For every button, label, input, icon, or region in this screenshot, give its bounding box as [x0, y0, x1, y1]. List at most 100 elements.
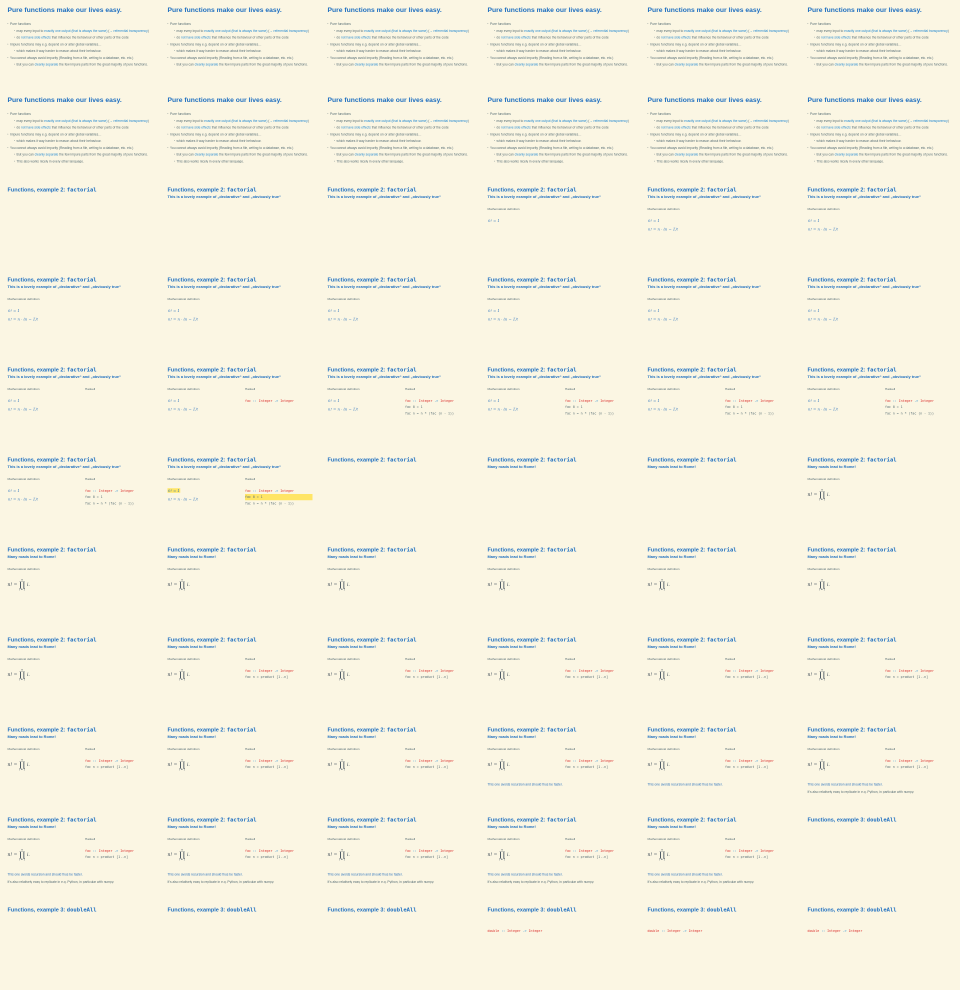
slide-thumbnail[interactable]: Functions, example 2: factorial This is a… — [320, 270, 480, 360]
code-line: fac n = product [1..n] — [725, 674, 793, 680]
slide-thumbnail[interactable]: Pure functions make our lives easy. • Pure… — [480, 0, 640, 90]
slide-thumbnail[interactable]: Pure functions make our lives easy. • Pure… — [800, 90, 960, 180]
slide-thumbnail[interactable]: Functions, example 2: factorial This is a… — [160, 270, 320, 360]
bullet-item: • do not have side effects that influence… — [168, 34, 313, 41]
slide-thumbnail[interactable]: Functions, example 3: doubleAll double ::… — [800, 900, 960, 990]
text-segment: do — [336, 125, 342, 130]
slide-subtitle: This is a lovely example of „declarative… — [167, 464, 281, 469]
slide-thumbnail[interactable]: Functions, example 2: factorial Many road… — [320, 630, 480, 720]
slide-thumbnail[interactable]: Functions, example 2: factorial Many road… — [0, 630, 160, 720]
slide-thumbnail[interactable]: Functions, example 2: factorial This is a… — [800, 360, 960, 450]
slide-thumbnail[interactable]: Functions, example 2: factorial This is a… — [800, 270, 960, 360]
bullet-item: • Pure functions — [808, 21, 953, 28]
slide-thumbnail[interactable]: Functions, example 2: factorial Many road… — [800, 540, 960, 630]
slide-thumbnail[interactable]: Functions, example 2: factorial — [0, 180, 160, 270]
slide-thumbnail[interactable]: Functions, example 2: factorial This is a… — [160, 180, 320, 270]
slide-thumbnail[interactable]: Pure functions make our lives easy. • Pure… — [480, 90, 640, 180]
slide-thumbnail[interactable]: Functions, example 2: factorial This is a… — [800, 180, 960, 270]
slide-thumbnail[interactable]: Functions, example 2: factorial This is a… — [320, 180, 480, 270]
slide-thumbnail[interactable]: Pure functions make our lives easy. • Pure… — [800, 0, 960, 90]
slide-thumbnail[interactable]: Functions, example 2: factorial Many road… — [800, 720, 960, 810]
slide-title-code: doubleAll — [546, 906, 577, 913]
slide-thumbnail[interactable]: Functions, example 2: factorial This is a… — [480, 180, 640, 270]
text-segment: that influence the behaviour of other pa… — [530, 125, 609, 130]
haskell-code-block: fac :: Integer -> Integer fac n = product… — [85, 758, 153, 771]
slide-thumbnail[interactable]: Functions, example 2: factorial Many road… — [160, 630, 320, 720]
slide-thumbnail[interactable]: Functions, example 2: factorial Many road… — [480, 630, 640, 720]
code-token: Integer — [440, 849, 454, 853]
slide-thumbnail[interactable]: Functions, example 3: doubleAll — [0, 900, 160, 990]
slide-thumbnail[interactable]: Functions, example 2: factorial This is a… — [0, 270, 160, 360]
slide-thumbnail[interactable]: Pure functions make our lives easy. • Pure… — [160, 0, 320, 90]
slide-thumbnail[interactable]: Functions, example 2: factorial This is a… — [640, 360, 800, 450]
text-segment: the few impure parts from the great majo… — [858, 152, 948, 157]
bullet-item: • which makes it way harder to reason abo… — [168, 48, 313, 55]
slide-thumbnail[interactable]: Functions, example 2: factorial Many road… — [640, 720, 800, 810]
code-line: fac n = product [1..n] — [405, 764, 473, 770]
slide-thumbnail[interactable]: Pure functions make our lives easy. • Pure… — [320, 90, 480, 180]
slide-thumbnail[interactable]: Functions, example 2: factorial Many road… — [480, 720, 640, 810]
slide-thumbnail[interactable]: Functions, example 2: factorial Many road… — [320, 540, 480, 630]
product-operator: n ∏ i = 1 — [19, 578, 25, 591]
slide-thumbnail[interactable]: Pure functions make our lives easy. • Pure… — [0, 90, 160, 180]
text-segment: Pure functions — [330, 112, 351, 116]
slide-thumbnail[interactable]: Functions, example 2: factorial This is a… — [480, 360, 640, 450]
slide-thumbnail[interactable]: Functions, example 2: factorial Many road… — [480, 810, 640, 900]
bullet-marker: • — [327, 112, 329, 116]
slide-title: Functions, example 2: factorial — [328, 726, 473, 734]
slide-thumbnail[interactable]: Functions, example 3: doubleAll double ::… — [640, 900, 800, 990]
emphasized-text: cleanly separate — [834, 62, 859, 67]
bullet-marker: • — [14, 63, 15, 66]
bullet-list: • Pure functions • map every input to exact… — [8, 21, 153, 68]
text-segment: map every input to — [656, 118, 685, 123]
formula-recursive-case: n! = n · (n − 1)! — [328, 317, 359, 322]
code-token: Integer — [898, 399, 913, 403]
slide-thumbnail[interactable]: Functions, example 3: doubleAll — [320, 900, 480, 990]
slide-thumbnail[interactable]: Functions, example 2: factorial Many road… — [480, 540, 640, 630]
slide-thumbnail[interactable]: Pure functions make our lives easy. • Pure… — [640, 90, 800, 180]
slide-subtitle: This is a lovely example of „declarative… — [167, 374, 281, 379]
slide-thumbnail[interactable]: Pure functions make our lives easy. • Pure… — [640, 0, 800, 90]
slide-thumbnail[interactable]: Functions, example 2: factorial This is a… — [480, 270, 640, 360]
slide-thumbnail[interactable]: Functions, example 2: factorial Many road… — [640, 450, 800, 540]
slide-thumbnail[interactable]: Functions, example 2: factorial Many road… — [800, 630, 960, 720]
slide-thumbnail[interactable]: Functions, example 2: factorial Many road… — [640, 540, 800, 630]
slide-thumbnail[interactable]: Functions, example 2: factorial This is a… — [160, 450, 320, 540]
slide-thumbnail[interactable]: Functions, example 2: factorial This is a… — [320, 360, 480, 450]
math-definition-label: Mathematical definition — [327, 567, 360, 571]
slide-thumbnail[interactable]: Functions, example 2: factorial Many road… — [160, 810, 320, 900]
slide-thumbnail[interactable]: Functions, example 2: factorial Many road… — [160, 720, 320, 810]
slide-thumbnail[interactable]: Functions, example 2: factorial Many road… — [160, 540, 320, 630]
slide-thumbnail[interactable]: Pure functions make our lives easy. • Pure… — [0, 0, 160, 90]
code-token: -> — [112, 849, 121, 853]
slide-thumbnail[interactable]: Functions, example 2: factorial This is a… — [0, 360, 160, 450]
slide-thumbnail[interactable]: Functions, example 3: doubleAll — [800, 810, 960, 900]
slide-thumbnail[interactable]: Functions, example 3: doubleAll double ::… — [480, 900, 640, 990]
code-token: -> — [112, 489, 121, 493]
slide-thumbnail[interactable]: Functions, example 3: doubleAll — [160, 900, 320, 990]
slide-thumbnail[interactable]: Functions, example 2: factorial Many road… — [640, 810, 800, 900]
slide-subtitle: Many roads lead to Rome! — [647, 464, 696, 469]
slide-thumbnail[interactable]: Functions, example 2: factorial Many road… — [0, 540, 160, 630]
slide-thumbnail[interactable]: Functions, example 2: factorial — [320, 450, 480, 540]
product-lower-limit: i = 1 — [19, 678, 26, 681]
product-symbol: ∏ — [179, 670, 186, 679]
slide-thumbnail[interactable]: Functions, example 2: factorial This is a… — [640, 180, 800, 270]
slide-thumbnail[interactable]: Functions, example 2: factorial Many road… — [800, 450, 960, 540]
slide-title: Functions, example 2: factorial — [168, 726, 313, 734]
formula-rhs: i. — [346, 581, 350, 588]
formula-rhs: i. — [826, 491, 830, 498]
slide-thumbnail[interactable]: Functions, example 2: factorial Many road… — [480, 450, 640, 540]
slide-thumbnail[interactable]: Functions, example 2: factorial Many road… — [320, 720, 480, 810]
product-lower-limit: i = 1 — [659, 678, 666, 681]
slide-thumbnail[interactable]: Functions, example 2: factorial Many road… — [320, 810, 480, 900]
slide-thumbnail[interactable]: Functions, example 2: factorial This is a… — [0, 450, 160, 540]
slide-thumbnail[interactable]: Functions, example 2: factorial Many road… — [0, 810, 160, 900]
slide-thumbnail[interactable]: Pure functions make our lives easy. • Pure… — [160, 90, 320, 180]
code-token: -> — [912, 669, 921, 673]
slide-thumbnail[interactable]: Pure functions make our lives easy. • Pure… — [320, 0, 480, 90]
slide-thumbnail[interactable]: Functions, example 2: factorial This is a… — [160, 360, 320, 450]
slide-thumbnail[interactable]: Functions, example 2: factorial Many road… — [640, 630, 800, 720]
slide-thumbnail[interactable]: Functions, example 2: factorial This is a… — [640, 270, 800, 360]
slide-thumbnail[interactable]: Functions, example 2: factorial Many road… — [0, 720, 160, 810]
